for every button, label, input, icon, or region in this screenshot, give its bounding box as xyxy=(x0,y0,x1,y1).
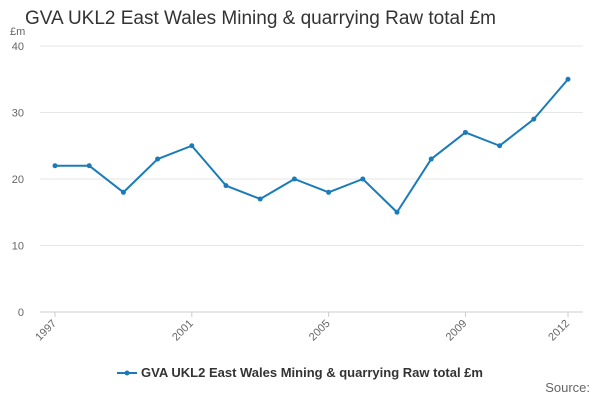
y-tick-label: 10 xyxy=(12,241,24,253)
x-tick-label: 2012 xyxy=(546,318,572,344)
legend-label: GVA UKL2 East Wales Mining & quarrying R… xyxy=(141,365,483,381)
y-axis-ticks: 0 10 20 30 40 xyxy=(12,41,24,319)
data-point-1997[interactable] xyxy=(52,163,58,169)
gridlines xyxy=(40,45,583,246)
legend[interactable]: GVA UKL2 East Wales Mining & quarrying R… xyxy=(0,364,600,380)
data-point-2009[interactable] xyxy=(462,129,468,135)
data-point-2001[interactable] xyxy=(189,143,195,149)
y-tick-label: 20 xyxy=(12,174,24,186)
data-point-2005[interactable] xyxy=(326,189,332,195)
data-point-2011[interactable] xyxy=(531,116,537,122)
x-axis-ticks: 1997 2001 2005 2009 2012 xyxy=(33,312,572,343)
x-tick-label: 2001 xyxy=(170,318,196,344)
series-line xyxy=(55,78,569,214)
data-point-2000[interactable] xyxy=(155,156,161,162)
y-axis-unit: £m xyxy=(10,26,25,38)
data-point-2006[interactable] xyxy=(360,176,366,182)
data-point-2008[interactable] xyxy=(428,156,434,162)
x-tick-label: 1997 xyxy=(33,318,59,344)
series-line-layer xyxy=(52,76,571,215)
chart-title: GVA UKL2 East Wales Mining & quarrying R… xyxy=(25,8,496,29)
y-tick-label: 30 xyxy=(12,108,24,120)
data-point-2012[interactable] xyxy=(565,76,571,82)
data-point-2004[interactable] xyxy=(291,176,297,182)
source-label: Source: xyxy=(545,380,590,395)
data-point-2010[interactable] xyxy=(497,143,503,149)
y-tick-label: 40 xyxy=(12,41,24,53)
data-point-2003[interactable] xyxy=(257,196,263,202)
data-point-1999[interactable] xyxy=(120,189,126,195)
x-tick-label: 2005 xyxy=(307,318,333,344)
data-point-1998[interactable] xyxy=(86,163,92,169)
x-tick-label: 2009 xyxy=(444,318,470,344)
data-point-2002[interactable] xyxy=(223,183,229,189)
legend-line-marker xyxy=(117,370,138,376)
y-tick-label: 0 xyxy=(18,307,24,319)
data-point-2007[interactable] xyxy=(394,209,400,215)
